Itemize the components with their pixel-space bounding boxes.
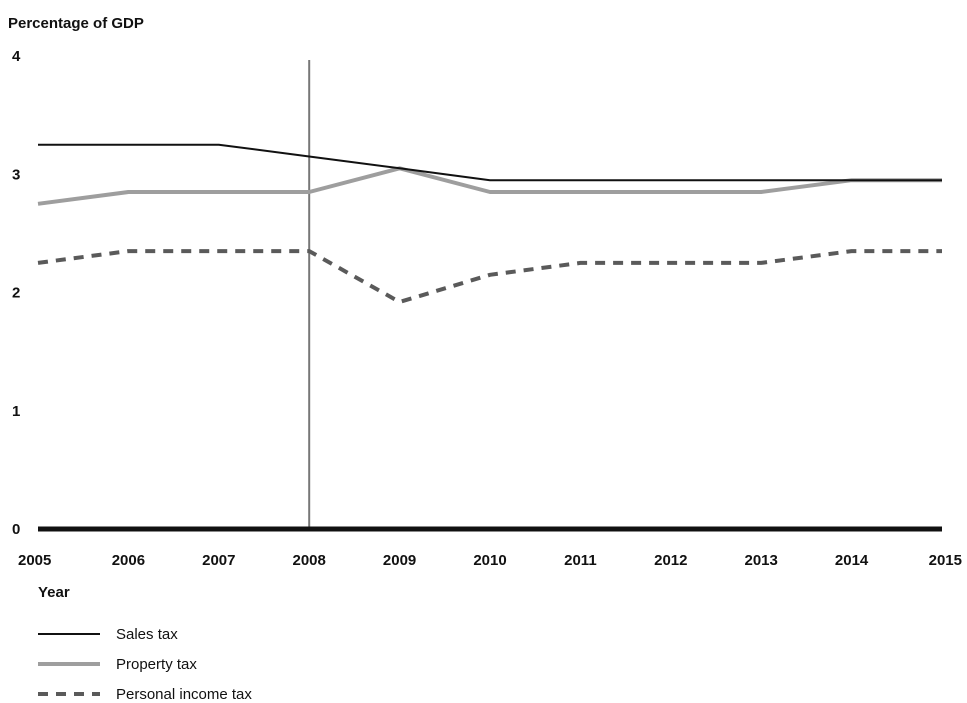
- y-tick-label: 1: [12, 403, 20, 420]
- x-tick-label: 2008: [293, 552, 326, 569]
- x-tick-label: 2005: [18, 552, 51, 569]
- x-tick-label: 2013: [745, 552, 778, 569]
- y-tick-label: 0: [12, 521, 20, 538]
- series-line-personal-income-tax: [37, 249, 942, 304]
- y-tick-label: 3: [12, 166, 20, 183]
- x-tick-label: 2007: [202, 552, 235, 569]
- legend-label: Personal income tax: [116, 686, 252, 703]
- x-tick-label: 2006: [112, 552, 145, 569]
- series-line-property-tax: [37, 166, 942, 206]
- x-tick-label: 2011: [564, 552, 597, 569]
- x-tick-label: 2010: [473, 552, 506, 569]
- legend-label: Property tax: [116, 656, 197, 673]
- x-axis-title: Year: [38, 584, 70, 601]
- y-axis-title: Percentage of GDP: [8, 15, 144, 32]
- x-tick-label: 2015: [929, 552, 962, 569]
- x-tick-label: 2009: [383, 552, 416, 569]
- y-tick-labels: 0 1 2 3 4: [12, 48, 21, 538]
- legend: Sales tax Property tax Personal income tax: [38, 626, 252, 703]
- legend-label: Sales tax: [116, 626, 178, 643]
- series-line-sales-tax: [38, 143, 942, 182]
- x-tick-label: 2014: [835, 552, 869, 569]
- x-tick-labels: 2005 2006 2007 2008 2009 2010 2011 2012 2013 2014…: [18, 552, 962, 569]
- y-tick-label: 4: [12, 48, 21, 65]
- x-tick-label: 2012: [654, 552, 687, 569]
- y-tick-label: 2: [12, 285, 20, 302]
- series-lines: [37, 143, 942, 304]
